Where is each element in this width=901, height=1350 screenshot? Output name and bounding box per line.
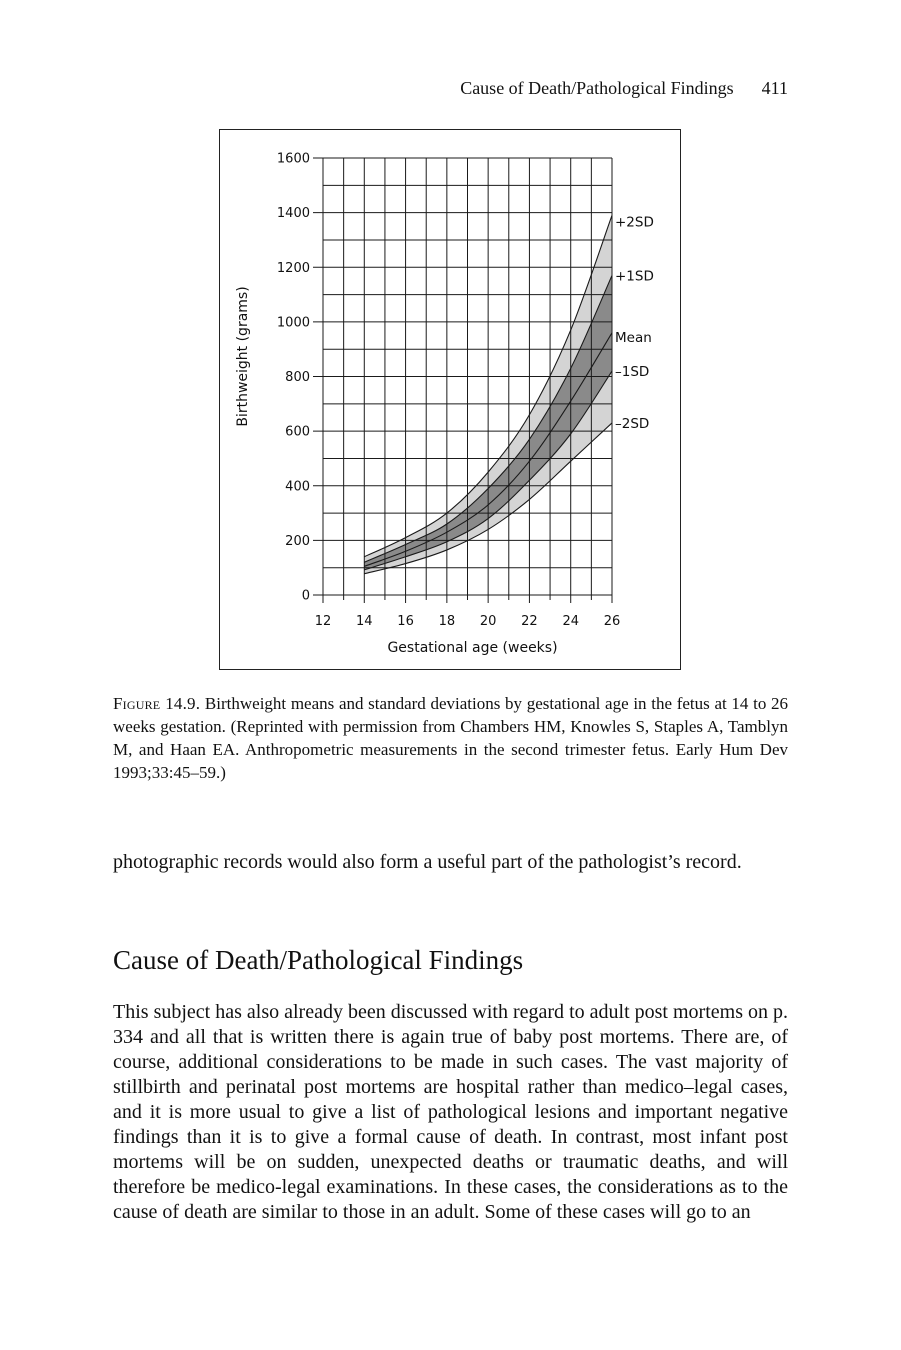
y-tick-label: 1200: [277, 261, 310, 276]
series-line-1: [364, 215, 613, 558]
series-label: –1SD: [615, 364, 649, 380]
y-tick-label: 400: [285, 479, 310, 494]
x-tick-label: 18: [439, 614, 456, 629]
y-tick-label: 1400: [277, 206, 310, 221]
series-label: –2SD: [615, 416, 649, 432]
series-line-2: [364, 275, 613, 563]
y-tick-label: 0: [302, 589, 310, 604]
body-paragraph-2: This subject has also already been discu…: [113, 1001, 788, 1223]
running-head-title: Cause of Death/Pathological Findings: [460, 78, 734, 98]
y-tick-label: 1000: [277, 315, 310, 330]
y-axis-title: Birthweight (grams): [235, 286, 251, 426]
y-tick-label: 800: [285, 370, 310, 385]
page-number: 411: [761, 78, 788, 98]
figure-label: Figure 14.9.: [113, 694, 201, 713]
figure-caption: Figure 14.9. Birthweight means and stand…: [113, 692, 788, 784]
x-tick-label: 26: [604, 614, 621, 629]
figure-caption-text: Birthweight means and standard deviation…: [113, 694, 789, 782]
x-tick-label: 24: [562, 614, 579, 629]
series-label: Mean: [615, 330, 652, 346]
x-tick-label: 16: [397, 614, 414, 629]
body-paragraph-1: photographic records would also form a u…: [113, 851, 742, 873]
x-axis-title: Gestational age (weeks): [387, 640, 557, 656]
running-head: Cause of Death/Pathological Findings 411: [113, 76, 788, 100]
x-tick-label: 20: [480, 614, 497, 629]
series-line-3: [364, 332, 613, 567]
series-line-4: [364, 370, 613, 571]
series-label: +1SD: [615, 268, 654, 284]
section-heading: Cause of Death/Pathological Findings: [113, 945, 524, 975]
birthweight-chart: 0 200 400 600 800 1000 1200 1400 1600 12 14 16 18 20 2…: [235, 152, 654, 657]
y-tick-label: 1600: [277, 152, 310, 167]
x-tick-label: 14: [356, 614, 373, 629]
x-tick-label: 22: [521, 614, 538, 629]
y-tick-label: 200: [285, 534, 310, 549]
series-line-5: [364, 422, 613, 575]
figure-frame: 0 200 400 600 800 1000 1200 1400 1600 12 14 16 18 20 2…: [219, 129, 681, 670]
x-tick-label: 12: [315, 614, 332, 629]
series-label: +2SD: [615, 214, 654, 230]
y-tick-label: 600: [285, 425, 310, 440]
